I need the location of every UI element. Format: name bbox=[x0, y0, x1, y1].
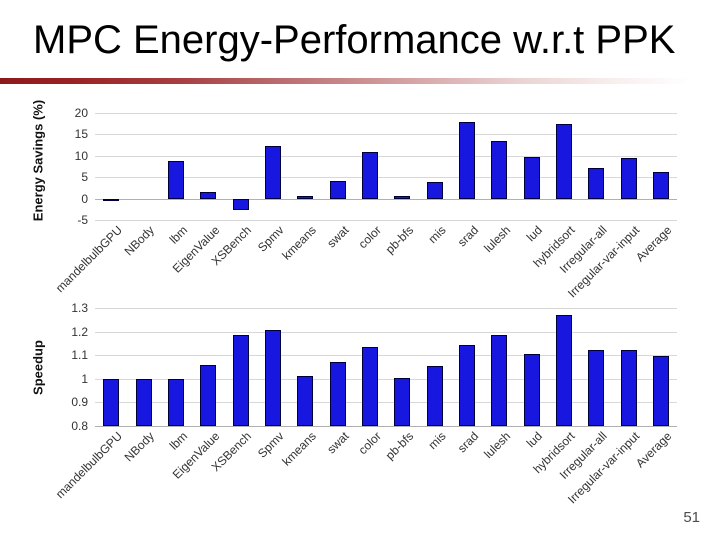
bar-lulesh bbox=[491, 335, 508, 426]
bar-mandelbulbGPU bbox=[103, 378, 120, 426]
axis-baseline bbox=[95, 426, 677, 427]
y-tick-label: 0.9 bbox=[71, 395, 88, 410]
bar-Spmv bbox=[264, 145, 281, 199]
category-label: mandelbulbGPU bbox=[52, 429, 126, 502]
bar-lud bbox=[523, 156, 540, 199]
category-label: pb-bfs bbox=[382, 429, 417, 463]
gridline bbox=[95, 220, 677, 221]
bar-swat bbox=[329, 362, 346, 426]
bar-mis bbox=[426, 365, 443, 426]
y-axis-title: Speedup bbox=[30, 340, 46, 395]
axis-baseline bbox=[95, 198, 677, 200]
bar-color bbox=[361, 346, 378, 426]
bar-EigenValue bbox=[200, 191, 217, 199]
bar-Irregular-all bbox=[588, 168, 605, 199]
bar-hybridsort bbox=[555, 315, 572, 426]
bar-hybridsort bbox=[555, 123, 572, 199]
category-label: Average bbox=[633, 429, 675, 471]
title-divider-bar bbox=[0, 78, 720, 84]
bar-Average bbox=[652, 356, 669, 426]
category-label: kmeans bbox=[279, 429, 320, 469]
bar-lbm bbox=[167, 378, 184, 426]
bar-XSBench bbox=[232, 335, 249, 426]
y-tick-label: 5 bbox=[81, 170, 88, 185]
gridline bbox=[95, 113, 677, 114]
category-label: swat bbox=[324, 429, 352, 457]
category-label: NBody bbox=[122, 429, 158, 465]
bar-lbm bbox=[167, 160, 184, 199]
y-tick-label: 10 bbox=[74, 148, 88, 163]
y-tick-label: 1.3 bbox=[71, 301, 88, 315]
gridline bbox=[95, 378, 677, 380]
y-tick-label: 1.2 bbox=[71, 324, 88, 339]
gridline bbox=[95, 402, 677, 404]
category-label: lbm bbox=[166, 429, 190, 453]
bar-Average bbox=[652, 171, 669, 199]
bar-lud bbox=[523, 354, 540, 426]
category-label: srad bbox=[454, 429, 481, 456]
y-tick-label: 1.1 bbox=[71, 348, 88, 363]
bar-color bbox=[361, 152, 378, 199]
y-tick-label: 15 bbox=[74, 127, 88, 142]
bar-Irregular-var-input bbox=[620, 157, 637, 199]
bar-pb-bfs bbox=[394, 195, 411, 199]
category-label: lulesh bbox=[480, 429, 514, 462]
y-tick-label: 0.8 bbox=[71, 419, 88, 433]
gridline bbox=[95, 155, 677, 157]
bar-XSBench bbox=[232, 198, 249, 210]
bar-mandelbulbGPU bbox=[103, 198, 120, 201]
bar-swat bbox=[329, 181, 346, 199]
bar-Irregular-all bbox=[588, 350, 605, 426]
category-label: color bbox=[355, 429, 384, 458]
category-label: lud bbox=[524, 429, 546, 451]
bar-kmeans bbox=[297, 376, 314, 426]
gridline bbox=[95, 331, 677, 333]
bar-srad bbox=[458, 344, 475, 426]
gridline bbox=[95, 308, 677, 309]
bar-pb-bfs bbox=[394, 377, 411, 426]
bar-NBody bbox=[135, 378, 152, 426]
gridline bbox=[95, 177, 677, 179]
bar-kmeans bbox=[297, 195, 314, 199]
page-number: 51 bbox=[683, 509, 700, 526]
y-tick-label: -5 bbox=[77, 213, 88, 227]
category-label: mis bbox=[425, 429, 449, 453]
slide-title: MPC Energy-Performance w.r.t PPK bbox=[33, 18, 676, 62]
bar-Spmv bbox=[264, 330, 281, 426]
bar-EigenValue bbox=[200, 364, 217, 426]
gridline bbox=[95, 134, 677, 136]
y-tick-label: 20 bbox=[74, 106, 88, 120]
bar-srad bbox=[458, 122, 475, 199]
bar-Irregular-var-input bbox=[620, 350, 637, 426]
y-tick-label: 1 bbox=[81, 371, 88, 386]
y-tick-label: 0 bbox=[81, 191, 88, 206]
bar-lulesh bbox=[491, 141, 508, 199]
gridline bbox=[95, 355, 677, 357]
bar-mis bbox=[426, 181, 443, 199]
